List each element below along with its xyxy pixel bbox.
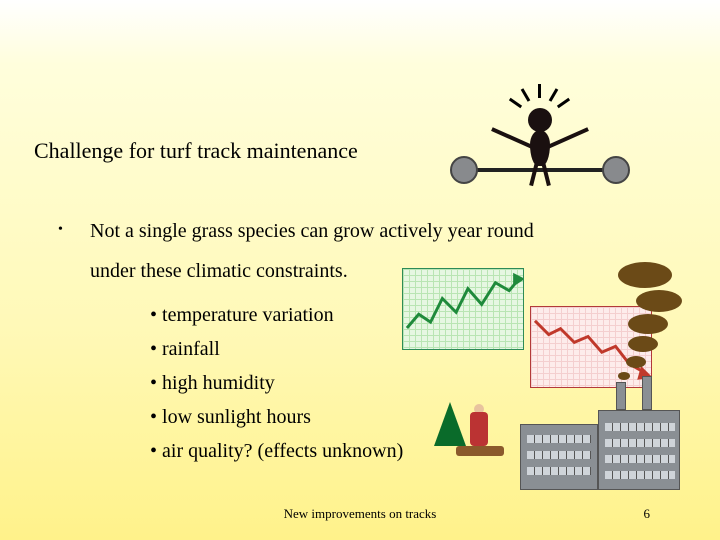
chart-line — [407, 279, 519, 328]
smoke-puff-icon — [628, 314, 668, 334]
body-text-line2: under these climatic constraints. — [90, 260, 348, 283]
chart-upward-green — [402, 268, 524, 350]
list-item: • rainfall — [150, 332, 403, 366]
footer-text: New improvements on tracks — [0, 506, 720, 522]
page-number: 6 — [644, 506, 651, 522]
lumberjack-icon — [432, 398, 512, 456]
smoke-puff-icon — [636, 290, 682, 312]
list-item: • air quality? (effects unknown) — [150, 434, 403, 468]
list-item: • temperature variation — [150, 298, 403, 332]
smoke-puff-icon — [618, 262, 672, 288]
smoke-puff-icon — [628, 336, 658, 352]
weightlifter-icon — [450, 82, 630, 202]
slide-title: Challenge for turf track maintenance — [34, 138, 358, 164]
smoke-puff-icon — [626, 356, 646, 368]
main-bullet-marker: • — [58, 222, 63, 238]
sub-bullet-list: • temperature variation • rainfall • hig… — [150, 298, 403, 468]
list-item: • low sunlight hours — [150, 400, 403, 434]
list-item: • high humidity — [150, 366, 403, 400]
body-text-line1: Not a single grass species can grow acti… — [90, 220, 534, 243]
factory-icon — [520, 400, 680, 490]
smoke-puff-icon — [618, 372, 630, 380]
arrow-up-icon — [513, 273, 523, 287]
